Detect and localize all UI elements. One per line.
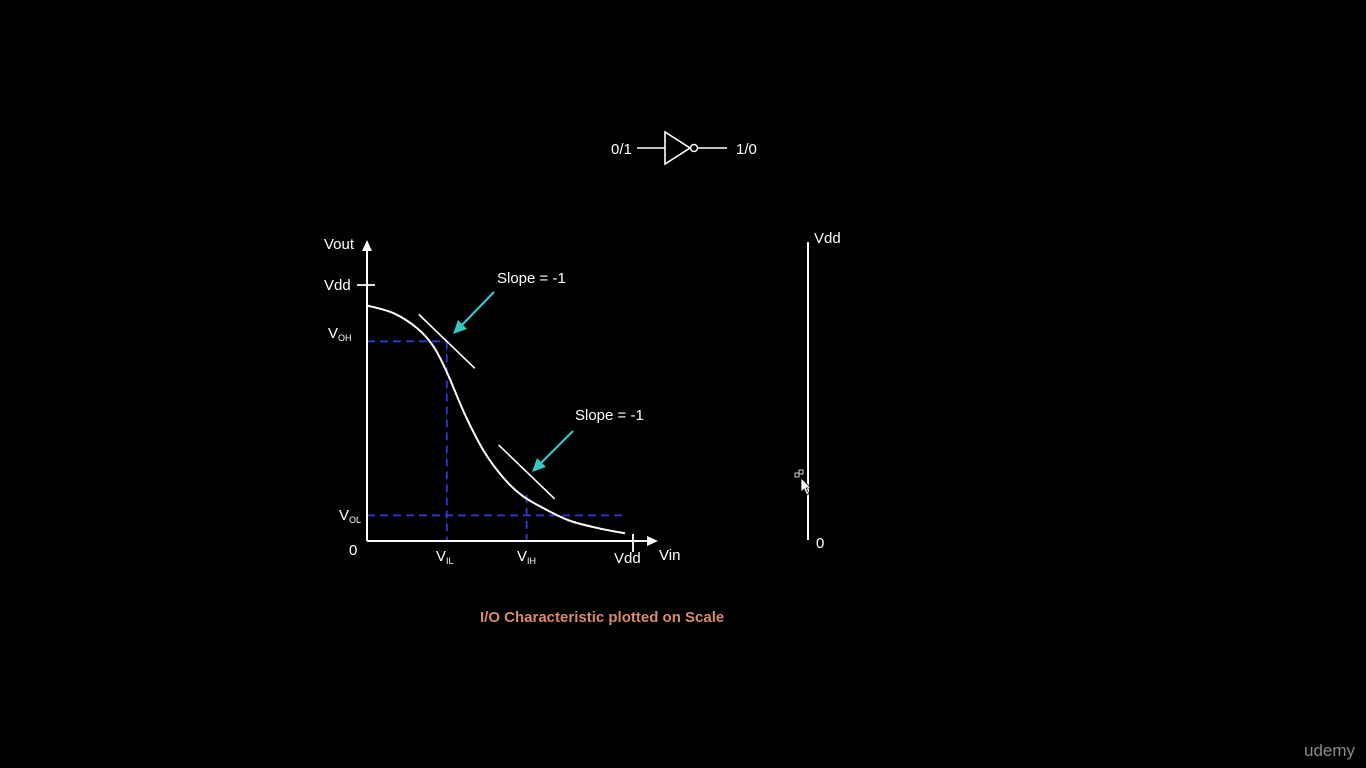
- y-tick-label-vdd: Vdd: [324, 277, 351, 294]
- slope-arrowhead-1: [453, 320, 467, 334]
- y-axis-arrowhead: [362, 240, 372, 251]
- transfer-curve: [366, 304, 626, 535]
- scale-bottom-label: 0: [816, 535, 824, 552]
- io-characteristic-chart: Vout Vdd VOH VOL 0 VIL VIH Vdd Vin Slope…: [324, 236, 680, 567]
- x-tick-label-vih: VIH: [517, 548, 536, 566]
- inverter-output-label: 1/0: [736, 141, 757, 158]
- mouse-cursor-icon: [794, 469, 812, 496]
- chart-caption: I/O Characteristic plotted on Scale: [480, 609, 724, 626]
- x-tick-label-vil: VIL: [436, 548, 454, 566]
- x-tick-label-vdd: Vdd: [614, 550, 641, 567]
- inverter-triangle: [664, 130, 692, 166]
- scale-top-label: Vdd: [814, 230, 841, 247]
- voltage-scale: Vdd 0: [794, 230, 841, 552]
- tangent-line-2: [498, 444, 556, 500]
- y-tick-label-voh: VOH: [328, 325, 352, 343]
- slope-annotation-1: Slope = -1: [497, 270, 566, 287]
- inverter-symbol: 0/1 1/0: [611, 130, 757, 166]
- slope-arrowhead-2: [532, 458, 546, 472]
- udemy-watermark: udemy: [1304, 741, 1356, 760]
- y-tick-label-vol: VOL: [339, 507, 361, 525]
- slope-arrow-1: [460, 291, 495, 327]
- y-axis-label: Vout: [324, 236, 355, 253]
- x-axis-label: Vin: [659, 547, 680, 564]
- tangent-line-1: [418, 313, 476, 369]
- x-axis-arrowhead: [647, 536, 658, 546]
- slope-annotation-2: Slope = -1: [575, 407, 644, 424]
- slope-arrow-2: [539, 430, 574, 465]
- inverter-bubble: [689, 143, 699, 153]
- x-tick-label-origin: 0: [349, 542, 357, 559]
- inverter-input-label: 0/1: [611, 141, 632, 158]
